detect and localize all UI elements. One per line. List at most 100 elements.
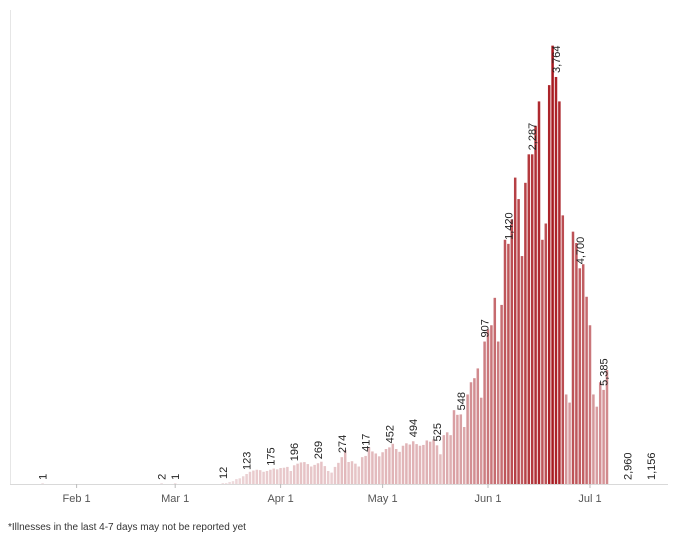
bar [507,243,510,484]
bar [554,76,558,484]
bar [258,470,262,484]
bar [265,470,269,484]
bar [354,463,357,484]
bar [286,466,289,484]
bar [401,445,405,484]
bar [513,177,517,484]
bar [323,466,327,484]
bar [605,370,609,484]
bar [306,464,310,484]
bar [313,464,316,484]
bar [422,444,425,484]
bar [432,439,435,484]
bar [490,325,493,484]
bar [445,432,449,484]
bar [391,443,395,484]
bar [527,154,531,484]
bar [496,341,500,484]
bar [428,441,432,484]
bar [466,394,469,484]
bar [371,451,374,484]
bar [541,239,544,484]
bar [439,454,442,484]
bar [595,406,599,484]
bar [248,471,252,484]
bar-value-label: 1,156 [646,452,658,480]
bar [224,483,228,484]
bar-value-label: 2,287 [527,123,539,151]
bar [530,154,534,484]
bar [456,414,459,484]
bar [221,483,225,484]
bar [238,478,242,484]
bar [602,389,605,484]
bar [173,483,177,484]
bar-value-label: 1 [170,474,182,480]
x-tick-label: May 1 [368,493,398,505]
bar [360,457,364,484]
bar [316,463,320,484]
bar [517,199,520,484]
bar [571,231,575,484]
bar [367,447,371,484]
bar [408,444,412,484]
bar [469,382,473,484]
bar [575,243,578,484]
bar [374,453,378,484]
bar [364,455,367,484]
bar [561,215,565,484]
x-tick-label: Feb 1 [63,493,91,505]
bar-value-label: 175 [265,447,277,465]
bar-value-label: 525 [432,423,444,441]
x-tick-label: Jun 1 [475,493,502,505]
bar [388,447,391,484]
bar [343,450,347,484]
bar-value-label: 2 [157,474,169,480]
x-tick-label: Apr 1 [267,493,293,505]
bar-value-label: 1,420 [503,212,515,240]
bar [486,329,490,484]
bar [462,427,466,484]
bar [377,456,381,484]
bar [568,402,571,484]
x-tick-label: Jul 1 [578,493,601,505]
bar [326,470,330,484]
bar [398,451,401,484]
bar [520,256,524,484]
bar-value-label: 3,764 [551,45,563,73]
bar [381,452,384,484]
bar [269,469,272,484]
bar [292,465,296,484]
bar-value-label: 12 [218,467,230,479]
bar [442,435,446,484]
bar [299,462,303,484]
bar [252,470,255,484]
bar [262,471,265,484]
bar [411,441,415,484]
bar [534,125,537,484]
bar [235,479,238,484]
bar [394,449,398,484]
bar-value-label: 2,960 [622,452,634,480]
bar [289,470,293,484]
bar [592,394,595,484]
bar [384,449,388,484]
bar-value-label: 269 [313,441,325,459]
bar [245,473,248,484]
bar [476,368,480,484]
bar [449,435,452,484]
bar [452,410,456,484]
bar [255,469,259,484]
bar-value-label: 4,700 [575,237,587,265]
bar [303,462,306,484]
bar [425,440,429,484]
bar-value-label: 196 [289,443,301,461]
bar [282,467,286,484]
bar [320,461,323,484]
bar [537,101,541,485]
bar [503,239,507,484]
bar [418,445,422,484]
bar [524,182,527,484]
